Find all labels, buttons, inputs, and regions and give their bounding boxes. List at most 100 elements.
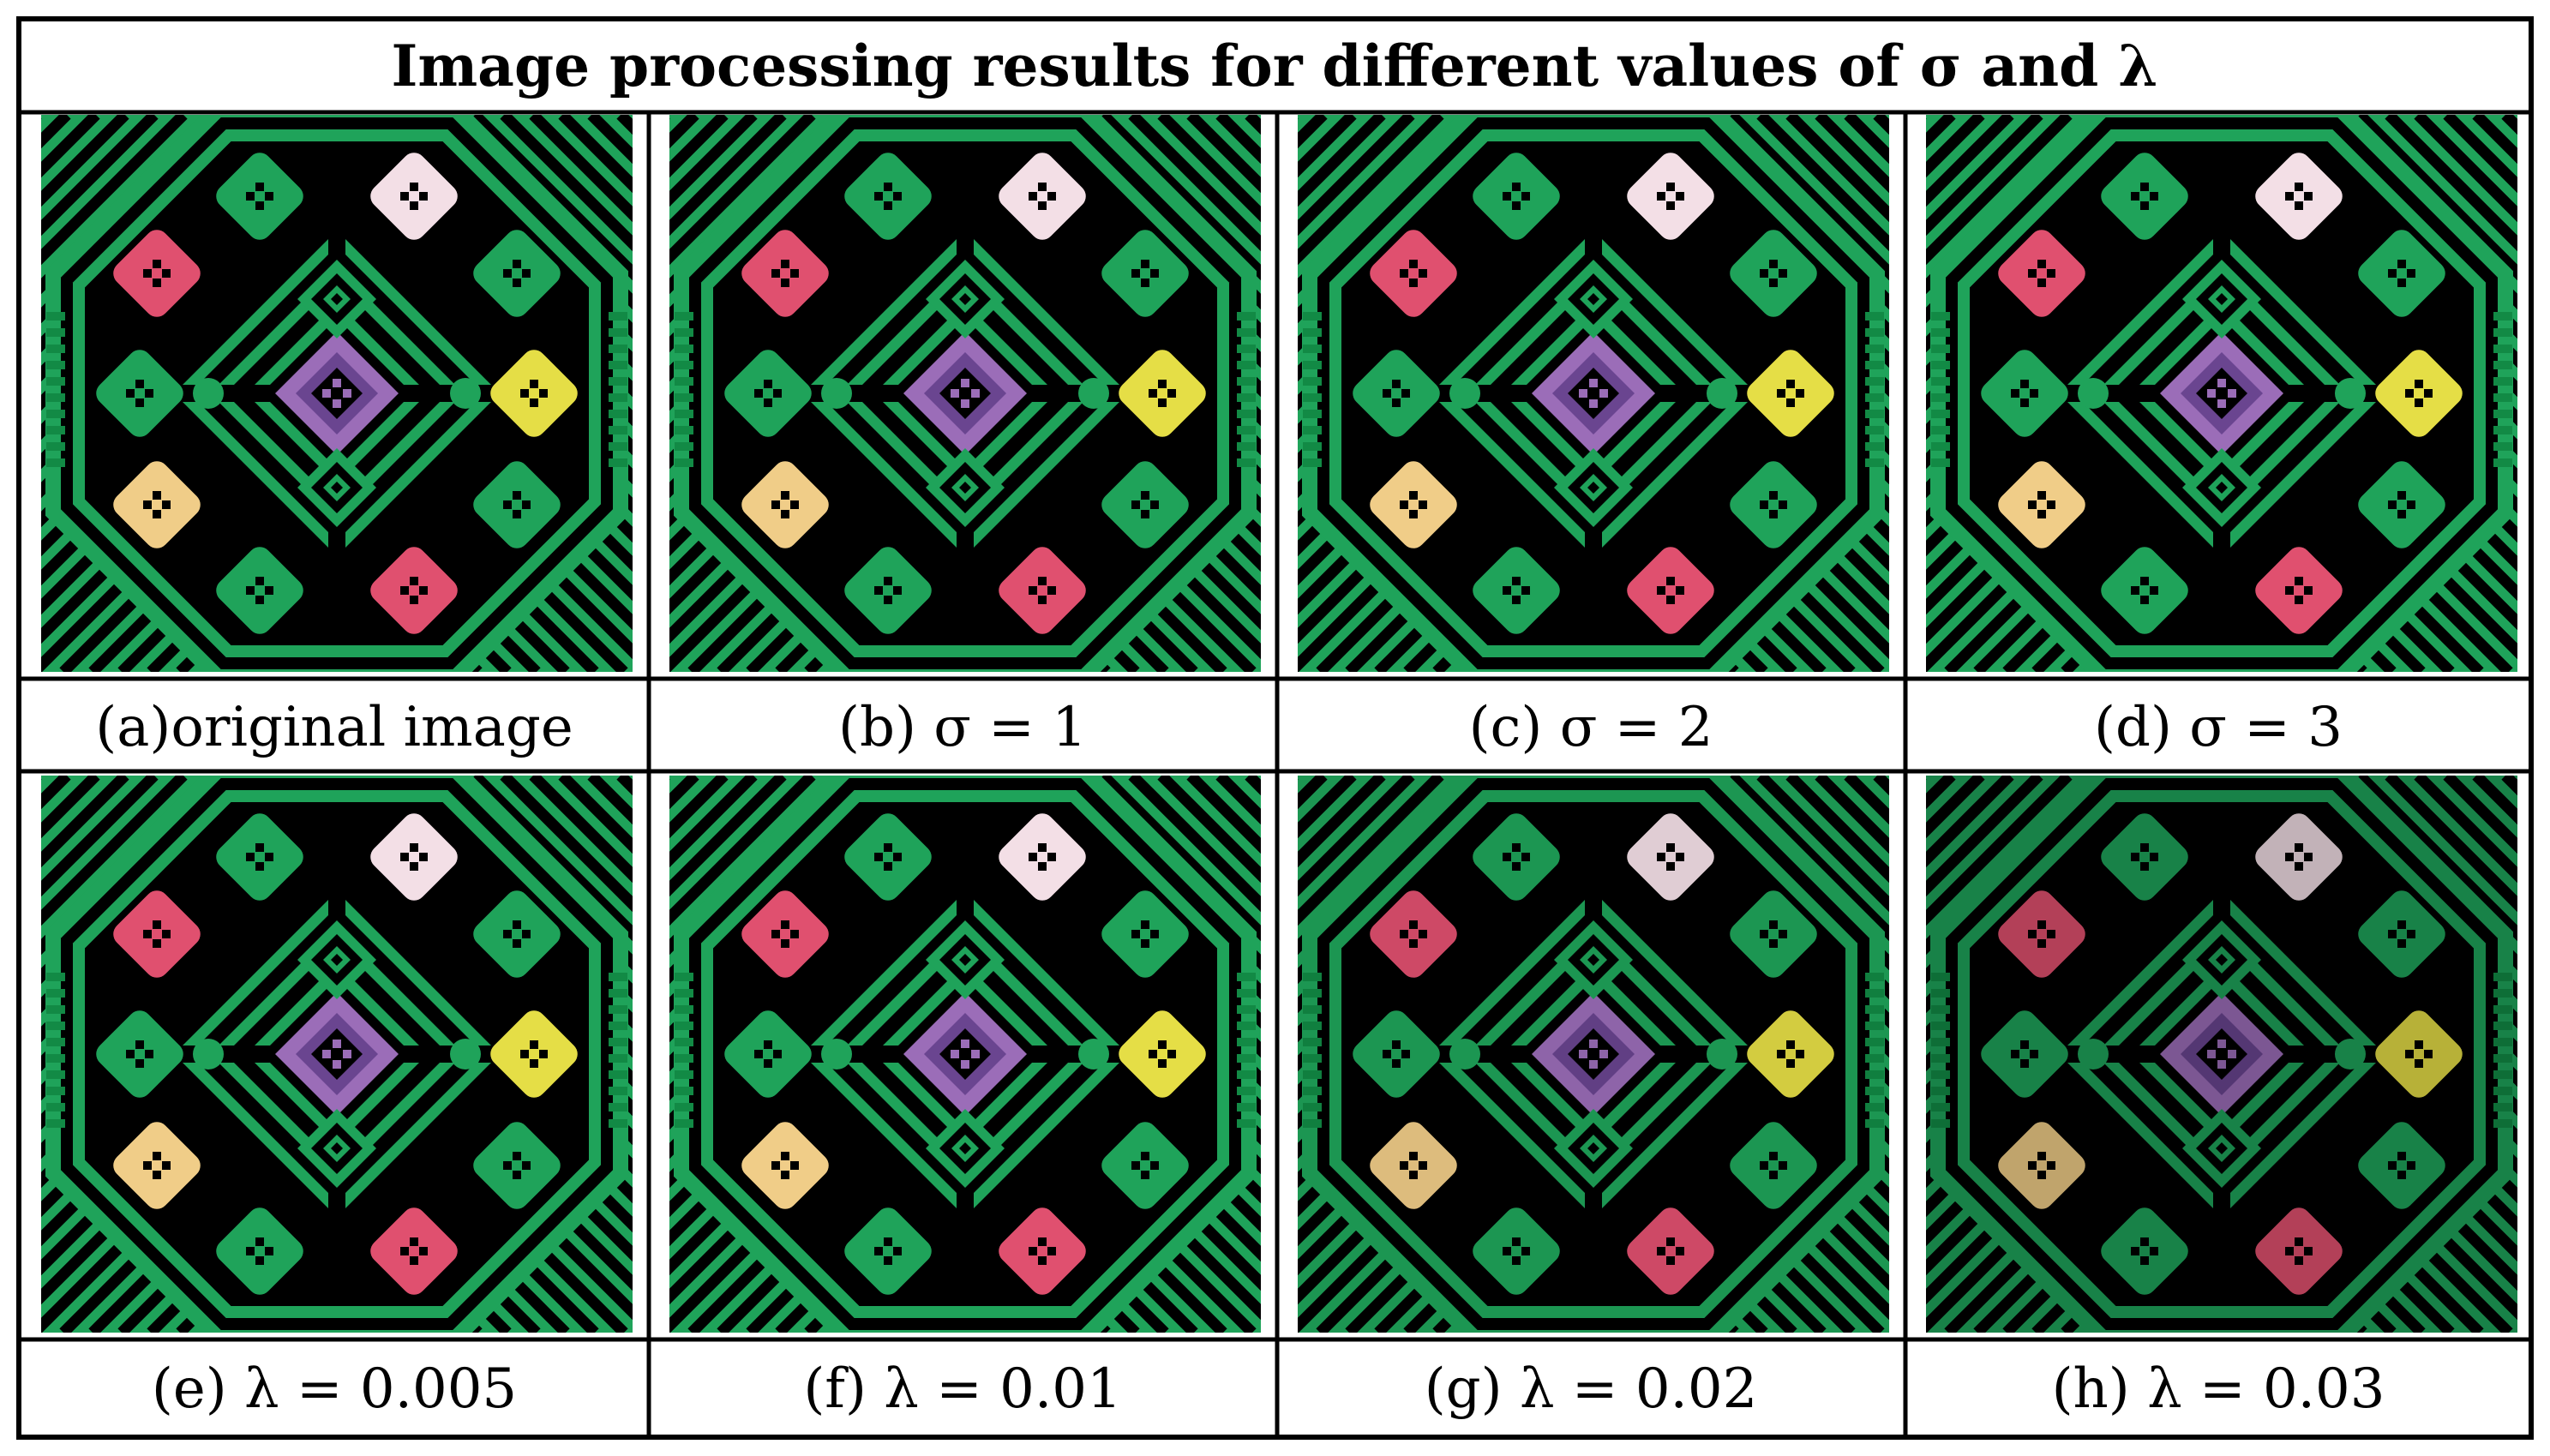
side-tick <box>609 1022 627 1030</box>
side-tick <box>1931 1119 1950 1128</box>
tile-dot <box>1141 279 1149 287</box>
pattern-ring <box>2182 260 2261 339</box>
tile-dot <box>1503 586 1511 595</box>
panel-image <box>1926 115 2517 672</box>
tile-dot <box>2030 1050 2038 1058</box>
center-core <box>939 1028 991 1080</box>
meander-pattern <box>1431 891 1756 1217</box>
side-tick <box>2493 1087 2512 1095</box>
small-dot <box>450 1039 481 1070</box>
tile-body <box>473 461 561 548</box>
center-dot <box>322 389 331 398</box>
tile-dot <box>1666 1237 1675 1246</box>
tile-dot <box>1786 1059 1795 1068</box>
side-tick <box>1865 410 1884 418</box>
side-tick <box>1303 361 1322 369</box>
tile-dot <box>135 380 144 388</box>
tile-dot <box>520 389 529 398</box>
side-tick <box>2493 1070 2512 1079</box>
tile-body <box>113 890 201 978</box>
pattern-tile <box>216 153 303 240</box>
tile-body <box>490 350 578 437</box>
pattern-tile <box>2255 1207 2343 1295</box>
pattern-tile <box>1370 1122 1457 1209</box>
pattern-tile <box>473 461 561 548</box>
side-tick <box>1931 328 1950 337</box>
tile-body <box>1998 890 2085 978</box>
stripe <box>2414 776 2517 884</box>
tile-dot <box>265 586 273 595</box>
tile-dot <box>2285 192 2294 201</box>
side-tick <box>1931 410 1950 418</box>
tile-dot <box>1141 260 1149 268</box>
stripe <box>1926 776 2073 926</box>
tile-dot <box>2020 380 2029 388</box>
tile-body <box>216 153 303 240</box>
side-tick <box>1931 1054 1950 1063</box>
pattern-tile <box>1353 1010 1440 1098</box>
tile-dot <box>410 201 418 210</box>
tile-body <box>2375 350 2463 437</box>
tile-dot <box>162 500 171 509</box>
side-tick <box>2493 458 2512 467</box>
side-tick <box>1303 989 1322 998</box>
tile-dot <box>1657 1247 1665 1255</box>
tile-dot <box>153 1171 161 1179</box>
tile-dot <box>2397 939 2406 948</box>
stripe <box>1727 776 1889 942</box>
pattern-tile <box>844 813 932 901</box>
tile-body <box>113 230 201 317</box>
pattern-image <box>41 776 633 1333</box>
panel-c: (c) σ = 2 <box>1298 115 1889 759</box>
tile-dot <box>2388 269 2397 278</box>
side-tick <box>609 1087 627 1095</box>
tile-dot <box>2150 853 2158 861</box>
tile-body <box>741 461 829 548</box>
pattern-tile <box>1730 461 1817 548</box>
tile-dot <box>2415 380 2423 388</box>
side-tick <box>46 1038 65 1046</box>
side-tick <box>1303 1119 1322 1128</box>
tile-dot <box>1666 862 1675 871</box>
tile-dot <box>1503 853 1511 861</box>
tile-dot <box>1657 853 1665 861</box>
tile-body <box>1473 1207 1560 1295</box>
center-dot <box>951 389 959 398</box>
pattern-ring <box>926 448 1005 527</box>
tile-dot <box>781 920 789 929</box>
tile-dot <box>1503 192 1511 201</box>
tile-dot <box>2047 930 2055 938</box>
tile-dot <box>265 1247 273 1255</box>
tile-dot <box>1769 260 1778 268</box>
side-tick <box>1931 1005 1950 1014</box>
side-tick <box>1303 1087 1322 1095</box>
side-tick <box>609 377 627 386</box>
tile-dot <box>153 279 161 287</box>
center-dot <box>2217 1040 2226 1048</box>
ring-core <box>331 1142 343 1154</box>
tile-dot <box>419 1247 428 1255</box>
tile-dot <box>513 260 521 268</box>
tile-dot <box>135 398 144 407</box>
center-dot <box>2207 1050 2216 1058</box>
tile-dot <box>1141 920 1149 929</box>
tile-dot <box>2415 398 2423 407</box>
pattern-tile <box>1370 890 1457 978</box>
center-dot <box>961 379 969 387</box>
tile-dot <box>2388 1161 2397 1170</box>
tile-dot <box>153 1152 161 1160</box>
side-tick <box>2493 1038 2512 1046</box>
center-dot <box>2217 379 2226 387</box>
tile-dot <box>1779 1161 1787 1170</box>
side-tick <box>1865 1005 1884 1014</box>
stripe <box>2535 776 2550 1333</box>
panel-e: (e) λ = 0.005 <box>41 776 633 1421</box>
side-tick <box>46 1119 65 1128</box>
pattern-tile <box>1998 890 2085 978</box>
side-tick <box>675 442 693 451</box>
tile-dot <box>1419 1161 1427 1170</box>
tile-dot <box>2285 853 2294 861</box>
side-tick <box>1865 1087 1884 1095</box>
tile-dot <box>1029 586 1037 595</box>
pattern-tile <box>844 547 932 634</box>
